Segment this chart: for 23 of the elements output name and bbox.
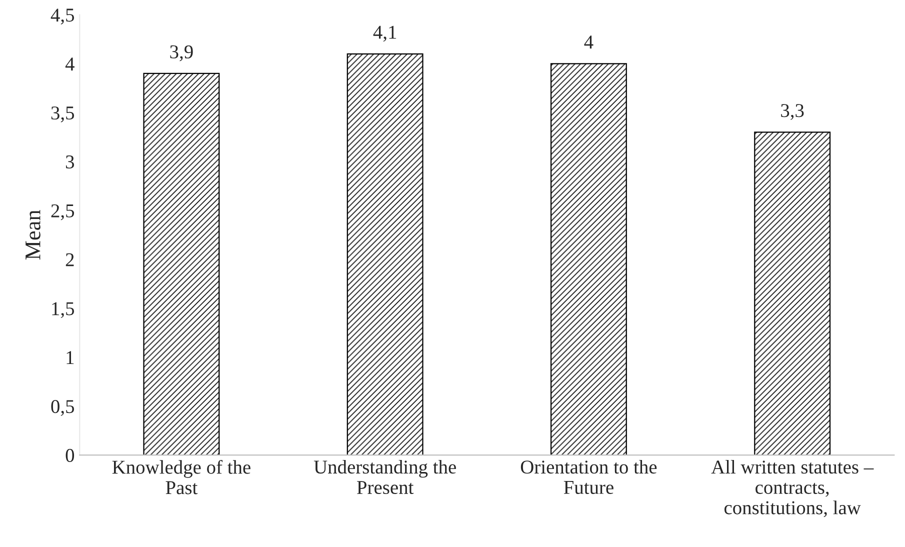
data-label: 3,9 — [170, 45, 193, 62]
y-tick-label: 4 — [65, 58, 74, 70]
y-tick-label: 0,5 — [51, 400, 74, 416]
y-tick-label: 4,5 — [50, 8, 74, 25]
x-tick-label: Understanding the Present — [314, 460, 456, 494]
y-tick-label: 1,5 — [52, 302, 74, 318]
bar — [143, 72, 220, 456]
x-tick-label: Orientation to the Future — [520, 460, 657, 494]
y-tick-label: 2 — [66, 253, 74, 266]
y-axis-title: Mean — [26, 210, 40, 260]
data-label: 4,1 — [373, 26, 396, 42]
x-tick-label: Knowledge of the Past — [112, 460, 250, 494]
bar — [754, 132, 831, 456]
y-tick-label: 3,5 — [51, 106, 74, 122]
y-tick-label: 2,5 — [51, 204, 74, 220]
bar — [346, 53, 424, 456]
y-tick-label: 0 — [66, 448, 74, 462]
x-tick-label: All written statutes – contracts, constitutions, law — [711, 460, 874, 518]
y-tick-label: 3 — [66, 155, 74, 168]
data-label: 3,3 — [781, 104, 804, 120]
bar — [550, 63, 627, 456]
y-tick-label: 1 — [66, 351, 74, 364]
data-label: 4 — [584, 36, 594, 48]
